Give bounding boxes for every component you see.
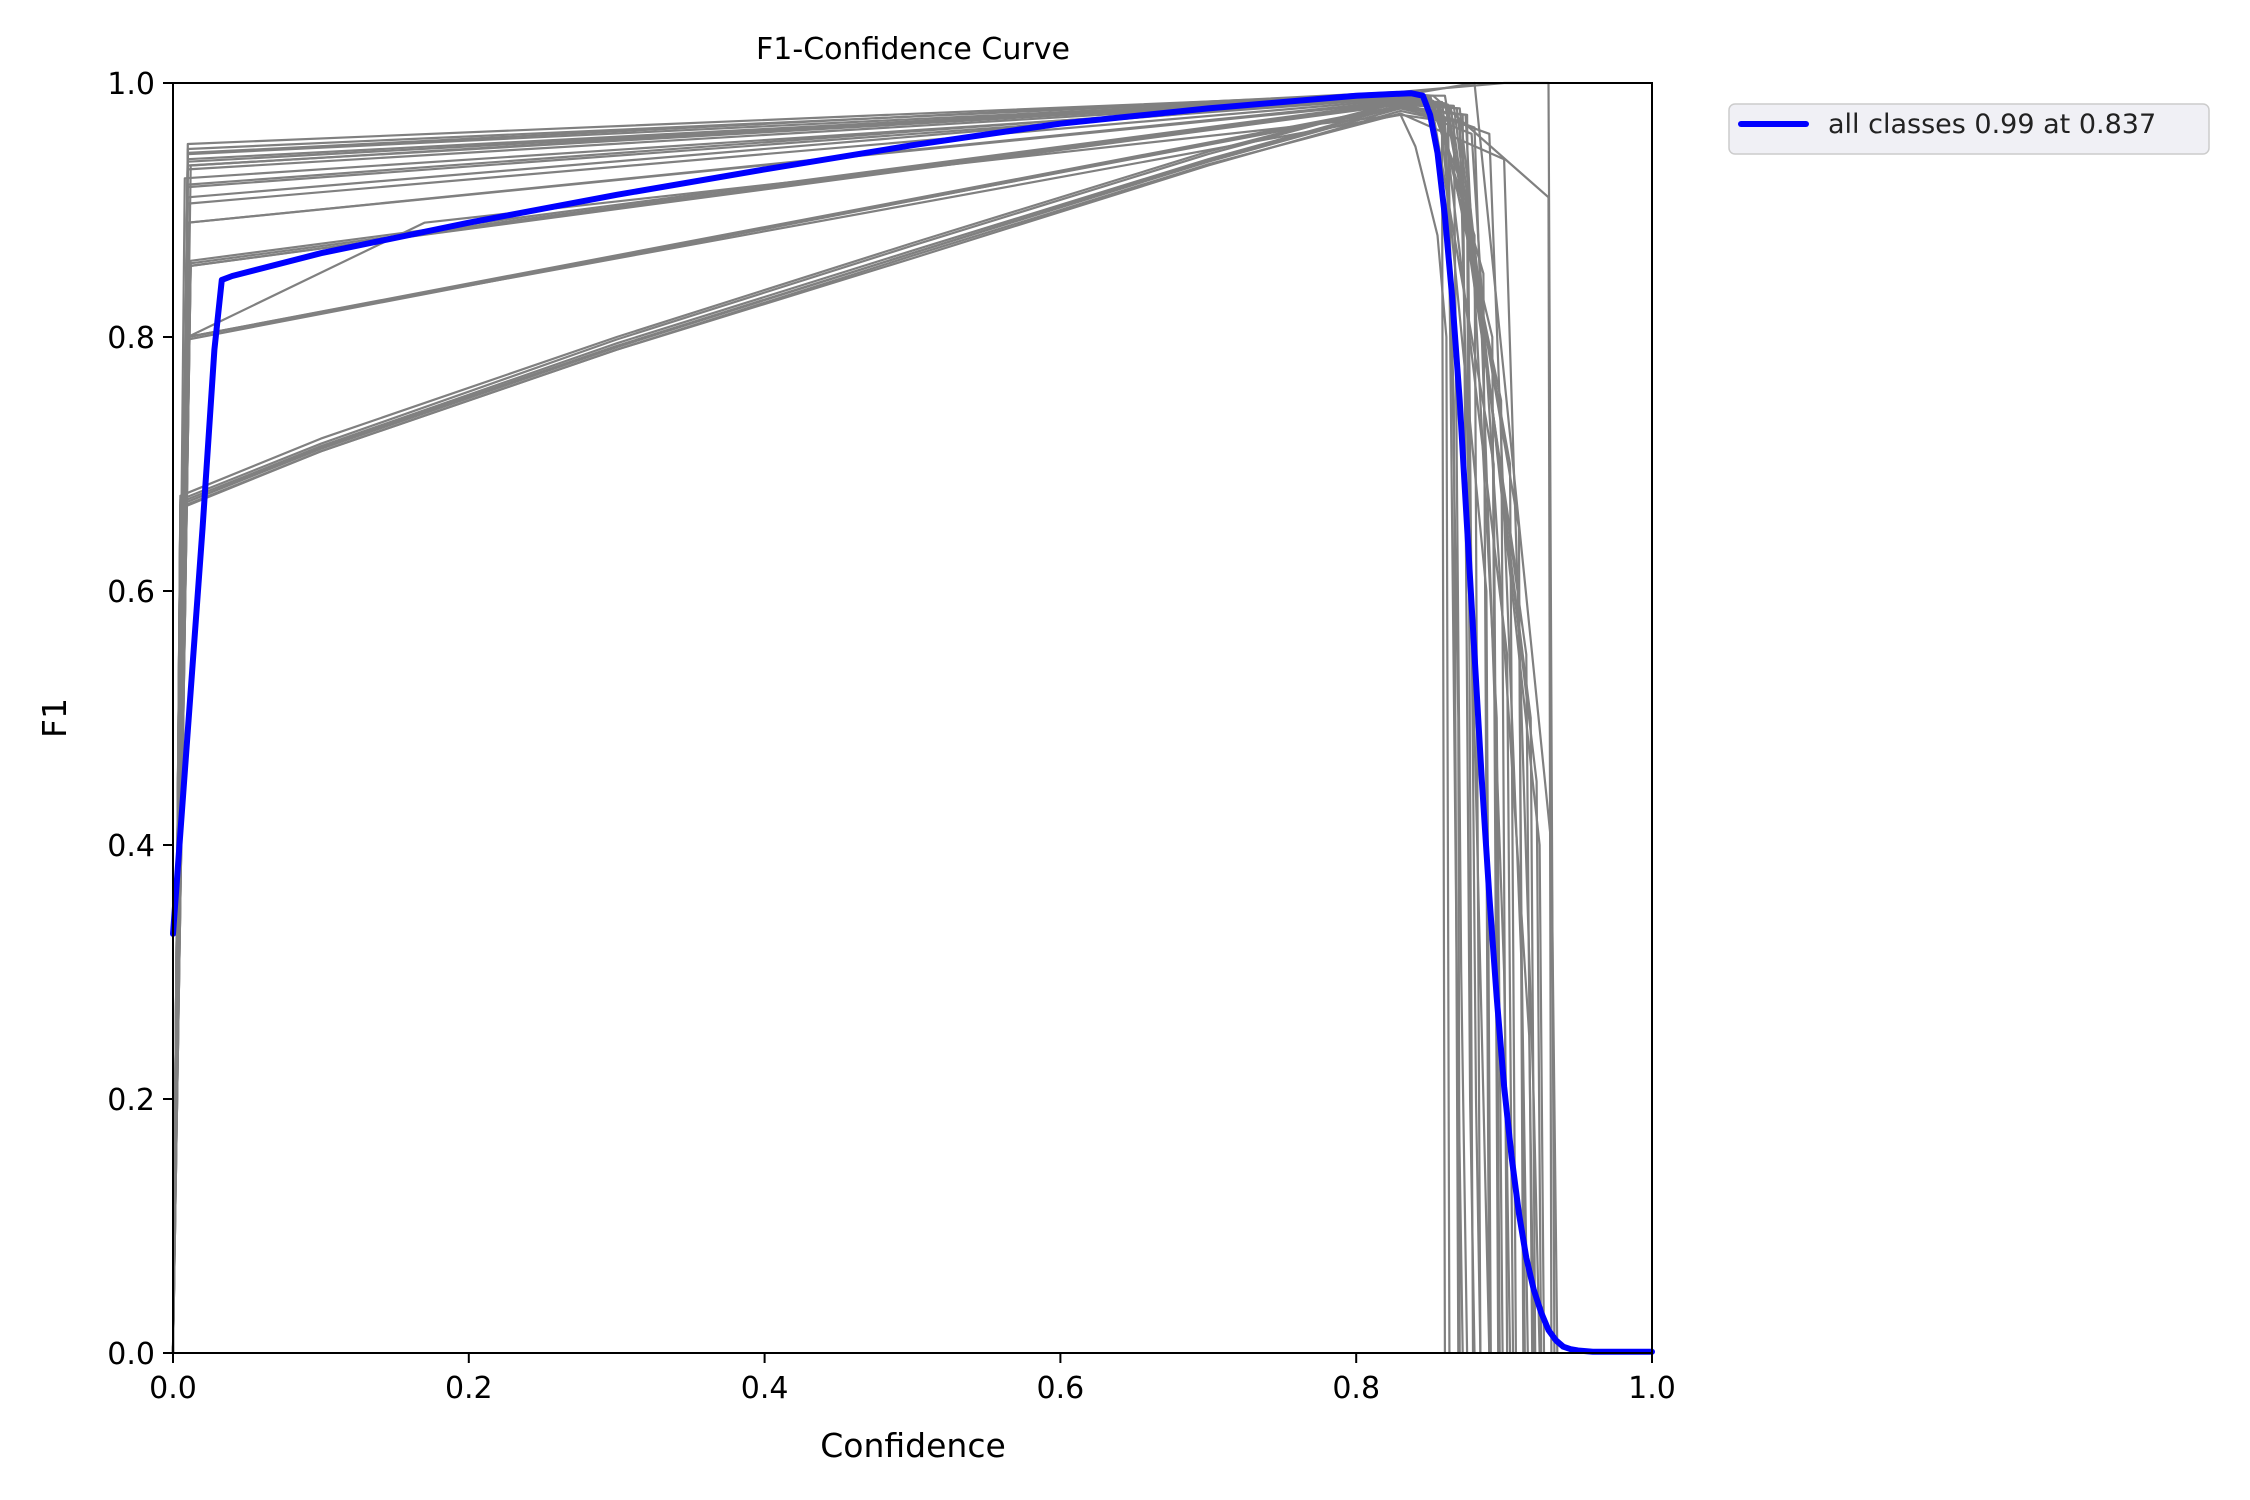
series-line-all-classes [170, 90, 1655, 1355]
y-axis-label: F1 [35, 698, 74, 738]
y-tick-label: 0.6 [107, 575, 155, 610]
y-tick-label: 0.0 [107, 1337, 155, 1372]
x-axis: 0.0 0.2 0.4 0.6 0.8 1.0 [149, 1353, 1676, 1406]
x-tick-label: 0.6 [1037, 1371, 1085, 1406]
y-axis: 0.0 0.2 0.4 0.6 0.8 1.0 [107, 67, 173, 1372]
x-tick-label: 0.0 [149, 1371, 197, 1406]
mean-curve [170, 90, 1655, 1355]
legend-box [1728, 103, 2210, 155]
class-curve-21 [171, 113, 1451, 1354]
class-curve-30 [171, 104, 1535, 1354]
y-tick-label: 0.8 [107, 321, 155, 356]
plot-frame [172, 82, 1653, 1354]
class-curve-18 [171, 100, 1512, 1354]
x-tick-label: 1.0 [1628, 1371, 1676, 1406]
x-tick-label: 0.2 [445, 1371, 493, 1406]
class-curve-19 [171, 100, 1529, 1354]
class-curve-32 [171, 100, 1492, 1354]
legend: all classes 0.99 at 0.837 [1728, 103, 2210, 155]
legend-label: all classes 0.99 at 0.837 [1828, 109, 2156, 140]
x-tick-label: 0.8 [1332, 1371, 1380, 1406]
plot-area [170, 81, 1655, 1355]
y-tick-label: 0.2 [107, 1083, 155, 1118]
chart-title: F1-Confidence Curve [756, 32, 1070, 67]
x-axis-label: Confidence [820, 1426, 1006, 1465]
plot-background [173, 83, 1652, 1353]
y-tick-label: 0.4 [107, 829, 155, 864]
y-tick-label: 1.0 [107, 67, 155, 102]
x-tick-label: 0.4 [741, 1371, 789, 1406]
